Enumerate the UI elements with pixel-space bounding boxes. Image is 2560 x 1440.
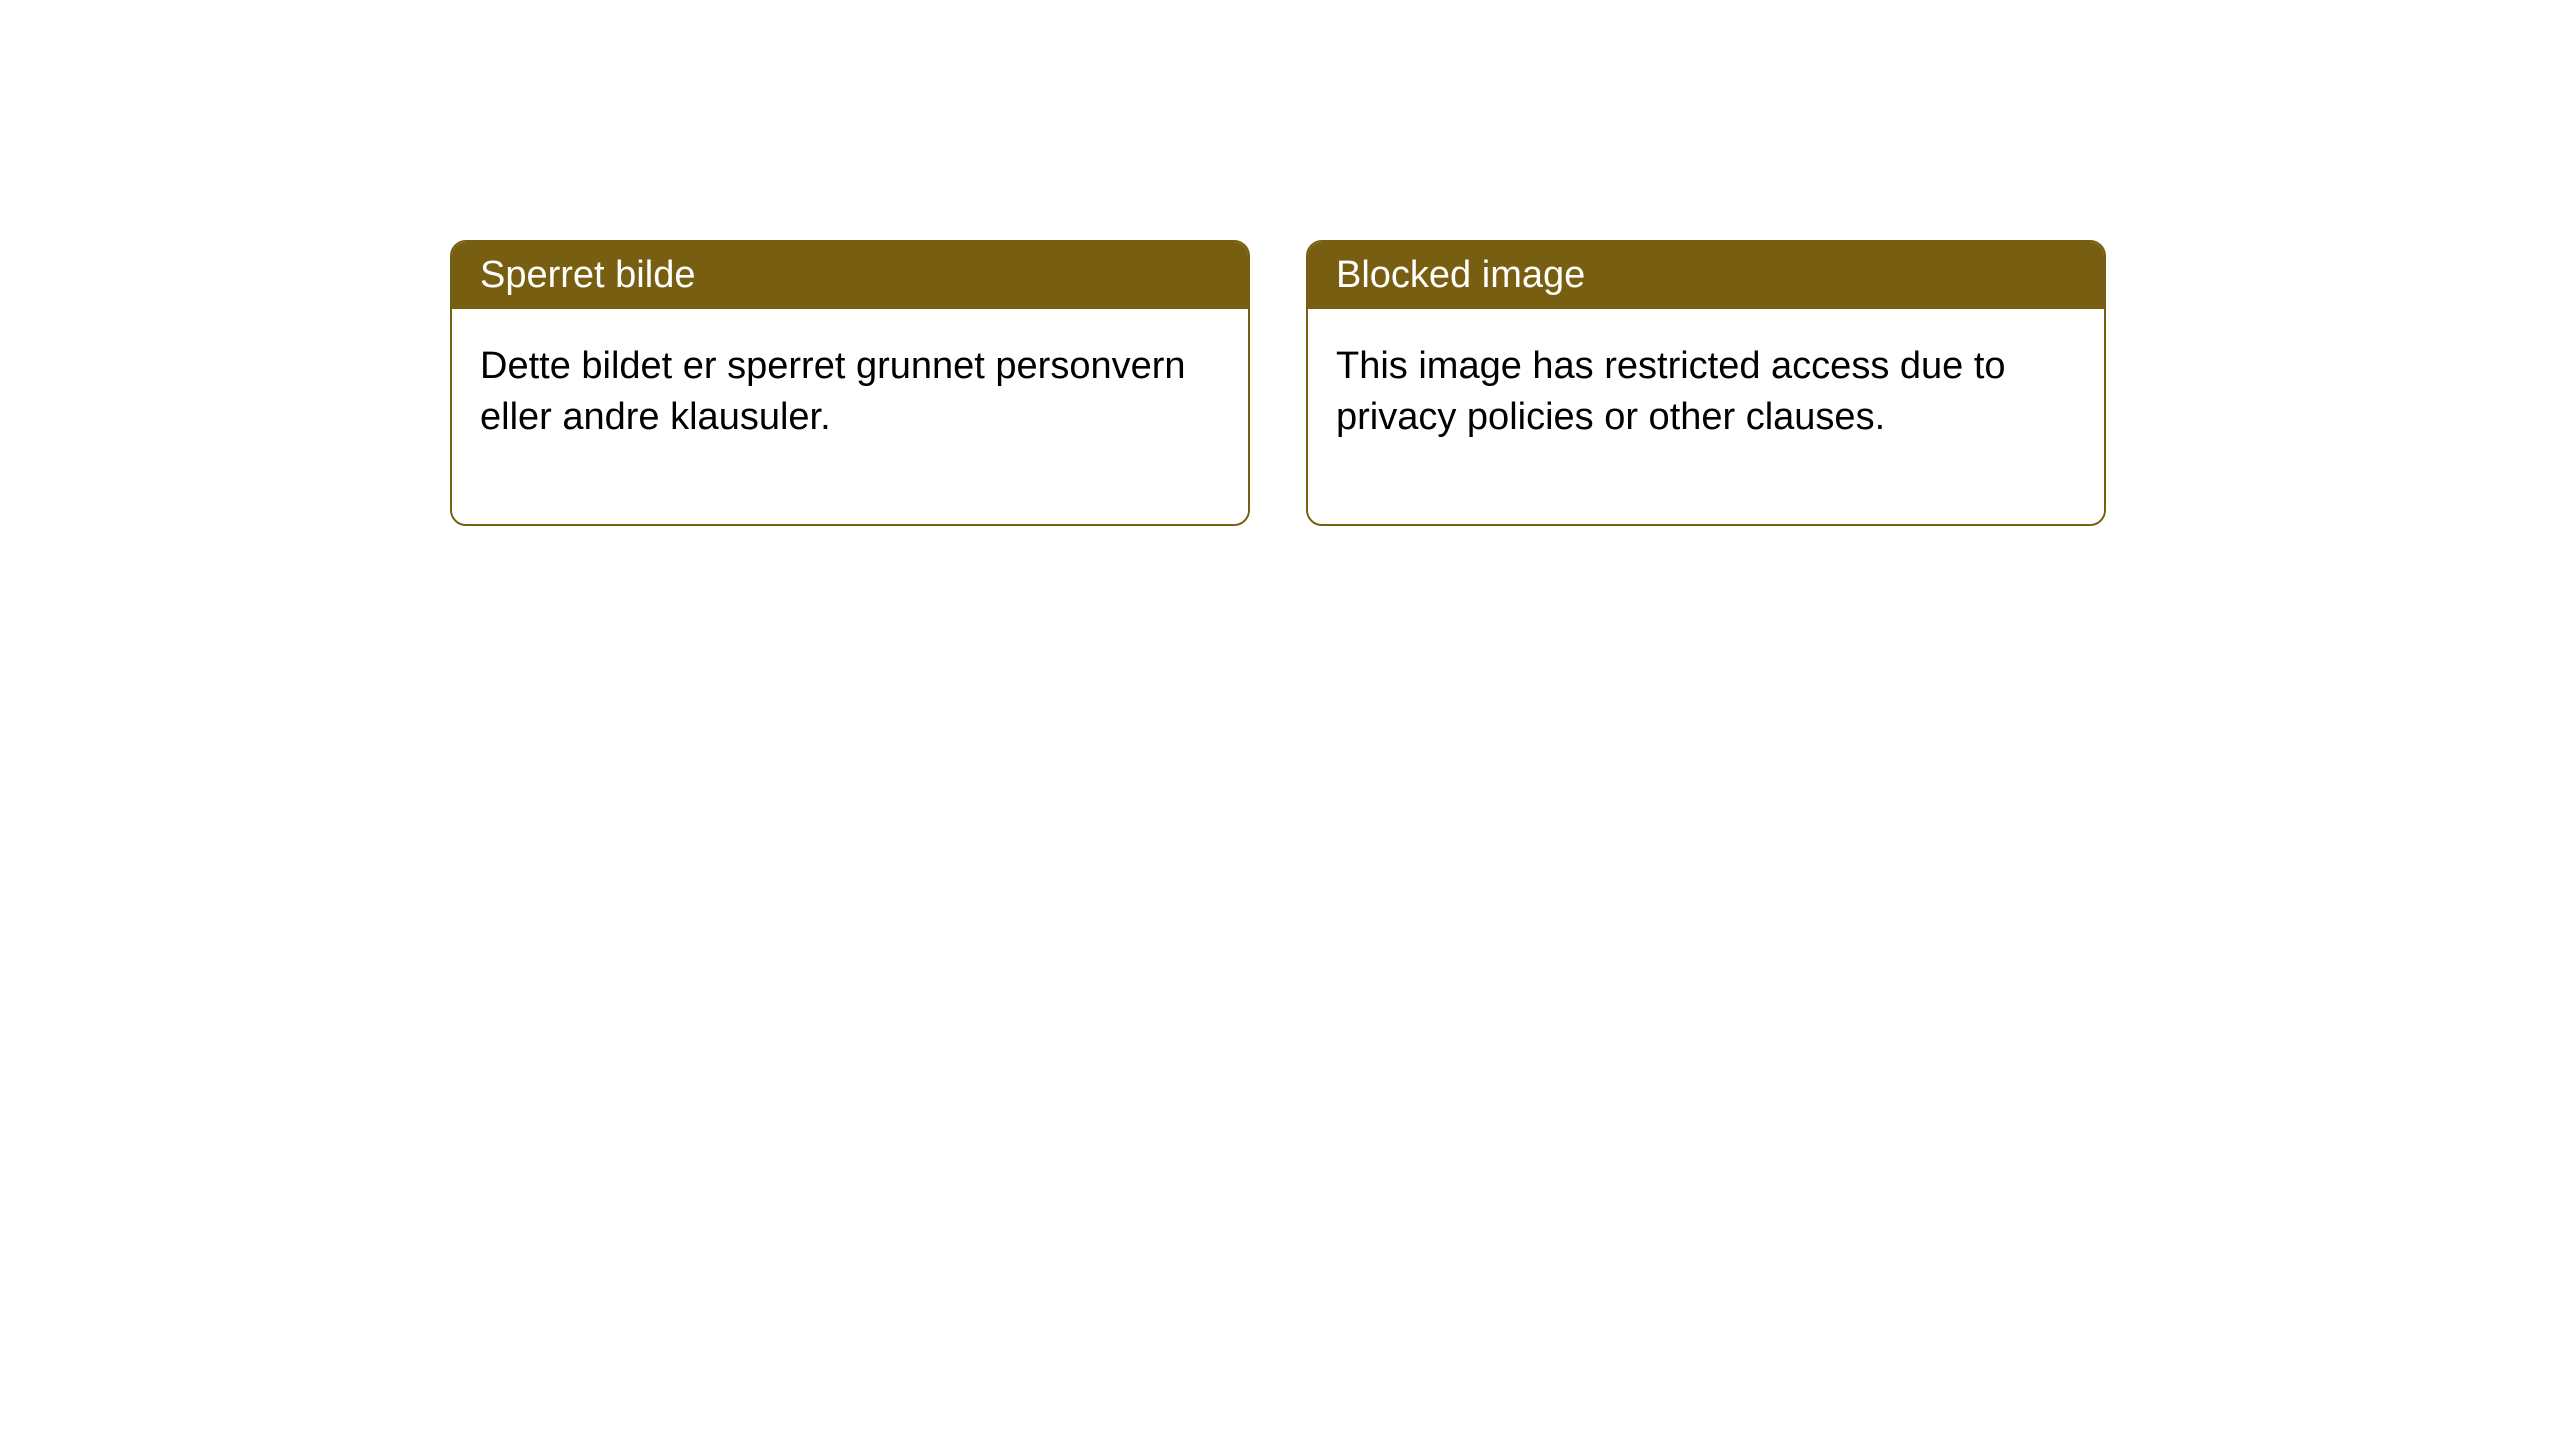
notice-card-row: Sperret bilde Dette bildet er sperret gr… [450,240,2106,526]
notice-card-title: Sperret bilde [452,242,1248,309]
notice-card-body: This image has restricted access due to … [1308,309,2104,524]
notice-card-body: Dette bildet er sperret grunnet personve… [452,309,1248,524]
notice-card-english: Blocked image This image has restricted … [1306,240,2106,526]
notice-card-norwegian: Sperret bilde Dette bildet er sperret gr… [450,240,1250,526]
notice-card-title: Blocked image [1308,242,2104,309]
